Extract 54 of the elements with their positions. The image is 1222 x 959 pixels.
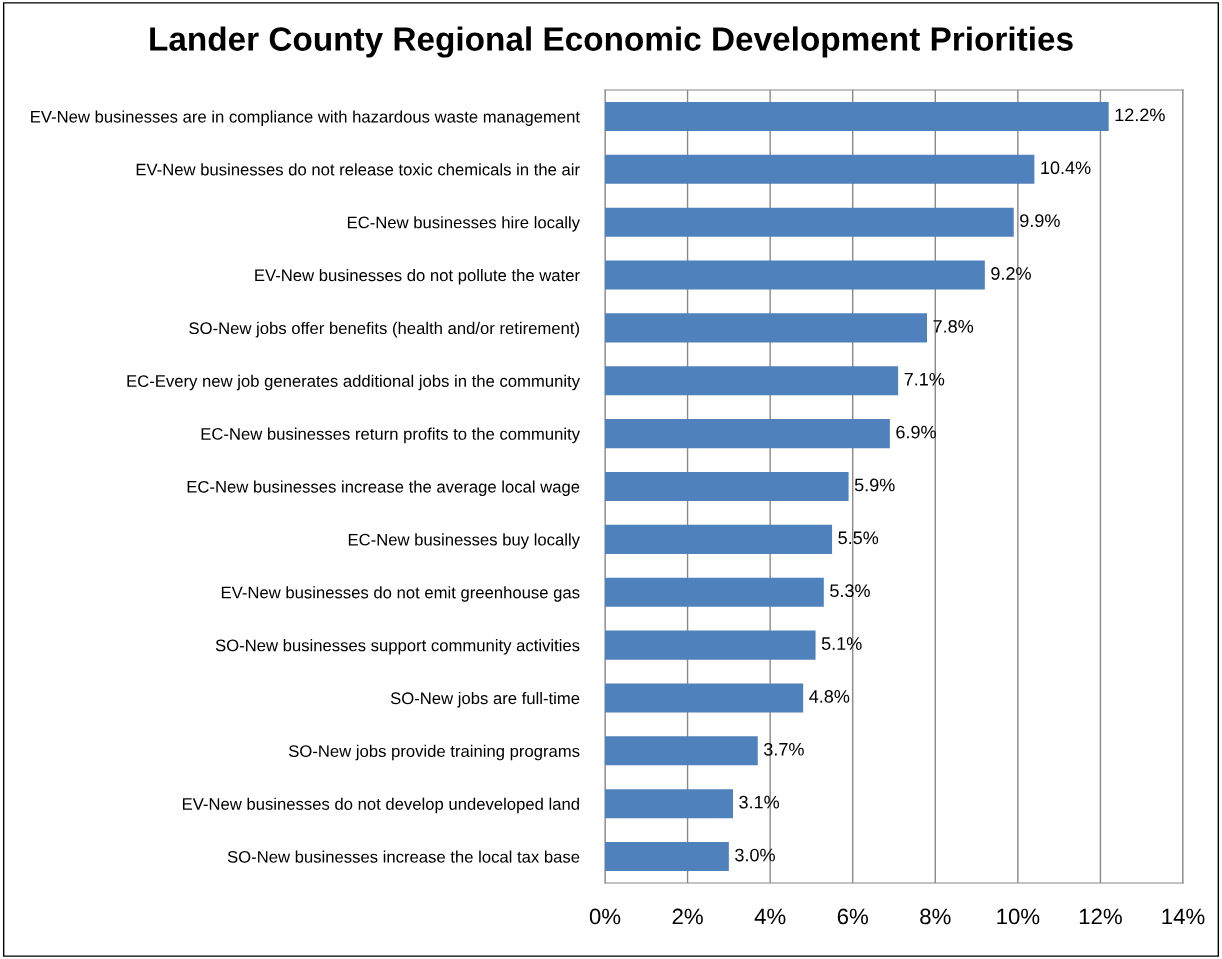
data-label: 7.1% <box>904 372 945 386</box>
bar <box>605 842 729 872</box>
data-label: 5.1% <box>821 637 862 650</box>
bar <box>605 260 985 290</box>
y-tick-label: SO-New jobs offer benefits (health and/or retirement) <box>189 321 579 338</box>
data-label: 5.9% <box>854 478 895 492</box>
x-tick-label: 10% <box>997 908 1040 925</box>
y-tick-label: SO-New jobs provide training programs <box>288 744 580 761</box>
bar <box>605 366 899 396</box>
data-label: 6.9% <box>896 425 936 439</box>
data-label: 4.8% <box>809 690 850 703</box>
y-tick-label: EC-New businesses return profits to the community <box>201 427 580 444</box>
x-tick-label: 4% <box>754 908 786 925</box>
y-tick-label: EC-New businesses hire locally <box>347 216 580 232</box>
y-tick-label: EV-New businesses do not develop undeveloped land <box>182 797 579 814</box>
y-tick-label: EV-New businesses do not release toxic chemicals in the air <box>136 163 580 176</box>
data-label: 9.9% <box>1020 214 1060 228</box>
x-tick-label: 0% <box>589 908 621 925</box>
data-label: 5.3% <box>830 584 870 598</box>
y-tick-label: SO-New jobs are full-time <box>390 691 580 708</box>
y-tick-label: EC-New businesses buy locally <box>348 533 580 549</box>
data-label: 5.5% <box>838 531 879 545</box>
data-label: 12.2% <box>1115 108 1165 122</box>
y-tick-label: SO-New businesses increase the local tax base <box>227 850 580 863</box>
bar <box>605 207 1014 237</box>
y-tick-label: EV-New businesses do not emit greenhouse gas <box>221 586 580 602</box>
bar <box>605 789 733 819</box>
data-label: 7.8% <box>933 319 974 333</box>
bar <box>605 101 1109 131</box>
x-tick-label: 8% <box>920 908 951 925</box>
y-tick-label: EC-Every new job generates additional jobs in the community <box>127 374 580 391</box>
data-label: 9.2% <box>991 267 1031 280</box>
x-tick-label: 6% <box>837 908 868 925</box>
bar <box>605 630 816 660</box>
bar <box>605 577 824 607</box>
y-tick-label: SO-New businesses support community activities <box>215 639 580 655</box>
x-tick-label: 12% <box>1079 908 1122 925</box>
bar <box>605 524 833 554</box>
data-label: 3.0% <box>735 848 775 862</box>
bar <box>605 154 1035 184</box>
bar <box>605 736 758 766</box>
x-tick-label: 2% <box>672 908 703 925</box>
y-tick-label: EC-New businesses increase the average local wage <box>187 480 580 496</box>
data-label: 3.7% <box>764 742 804 756</box>
chart-title: Lander County Regional Economic Development Priorities <box>150 26 1073 58</box>
y-tick-label: EV-New businesses do not pollute the water <box>255 268 580 285</box>
y-tick-label: EV-New businesses are in compliance with hazardous waste management <box>31 110 580 126</box>
bar <box>605 419 890 449</box>
data-label: 3.1% <box>739 795 780 809</box>
data-label: 10.4% <box>1041 161 1091 175</box>
bar <box>605 683 804 713</box>
bar <box>605 313 928 343</box>
bar <box>605 471 849 502</box>
x-tick-label: 14% <box>1162 908 1205 925</box>
